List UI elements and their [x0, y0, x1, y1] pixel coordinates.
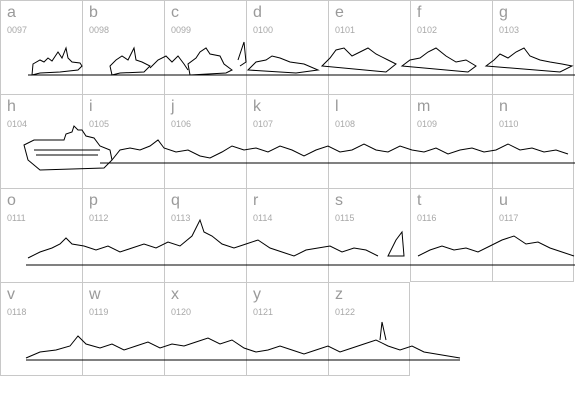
glyph-letter: i: [89, 98, 93, 115]
glyph-letter: a: [7, 4, 16, 21]
glyph-cell-q: q 0113: [164, 188, 246, 282]
glyph-code: 0099: [171, 25, 192, 35]
glyph-cell-g: g 0103: [492, 0, 574, 94]
glyph-letter: x: [171, 286, 179, 303]
glyph-code: 0121: [253, 307, 274, 317]
glyph-letter: s: [335, 192, 343, 209]
glyph-letter: f: [417, 4, 422, 21]
glyph-cell-b: b 0098: [82, 0, 164, 94]
glyph-code: 0098: [89, 25, 110, 35]
glyph-cell-z: z 0122: [328, 282, 410, 376]
glyph-code: 0106: [171, 119, 192, 129]
glyph-cell-p: p 0112: [82, 188, 164, 282]
glyph-letter: w: [89, 286, 101, 303]
glyph-cell-y: y 0121: [246, 282, 328, 376]
glyph-code: 0122: [335, 307, 356, 317]
glyph-cell-v: v 0118: [0, 282, 82, 376]
glyph-code: 0117: [499, 213, 519, 223]
glyph-cell-t: t 0116: [410, 188, 492, 282]
glyph-letter: m: [417, 98, 431, 115]
glyph-code: 0118: [7, 307, 27, 317]
glyph-letter: l: [335, 98, 339, 115]
glyph-code: 0097: [7, 25, 28, 35]
glyph-letter: v: [7, 286, 15, 303]
glyph-cell-j: j 0106: [164, 94, 246, 188]
glyph-letter: n: [499, 98, 508, 115]
glyph-cell-m: m 0109: [410, 94, 492, 188]
glyph-code: 0113: [171, 213, 191, 223]
glyph-code: 0111: [7, 213, 26, 223]
glyph-cell-i: i 0105: [82, 94, 164, 188]
glyph-code: 0114: [253, 213, 273, 223]
glyph-cell-l: l 0108: [328, 94, 410, 188]
glyph-code: 0120: [171, 307, 192, 317]
glyph-letter: r: [253, 192, 259, 209]
glyph-letter: e: [335, 4, 344, 21]
glyph-letter: g: [499, 4, 508, 21]
glyph-cell-r: r 0114: [246, 188, 328, 282]
glyph-letter: z: [335, 286, 343, 303]
glyph-cell-e: e 0101: [328, 0, 410, 94]
glyph-letter: j: [171, 98, 175, 115]
glyph-cell-w: w 0119: [82, 282, 164, 376]
glyph-letter: c: [171, 4, 179, 21]
glyph-cell-n: n 0110: [492, 94, 574, 188]
glyph-letter: b: [89, 4, 98, 21]
glyph-code: 0119: [89, 307, 109, 317]
glyph-code: 0105: [89, 119, 110, 129]
glyph-letter: u: [499, 192, 508, 209]
glyph-cell-k: k 0107: [246, 94, 328, 188]
glyph-cell-c: c 0099: [164, 0, 246, 94]
glyph-letter: q: [171, 192, 180, 209]
glyph-code: 0109: [417, 119, 438, 129]
glyph-cell-x: x 0120: [164, 282, 246, 376]
glyph-cell-s: s 0115: [328, 188, 410, 282]
glyph-code: 0104: [7, 119, 28, 129]
glyph-code: 0110: [499, 119, 519, 129]
glyph-letter: y: [253, 286, 261, 303]
glyph-cell-h: h 0104: [0, 94, 82, 188]
glyph-cell-u: u 0117: [492, 188, 574, 282]
glyph-cell-o: o 0111: [0, 188, 82, 282]
glyph-letter: d: [253, 4, 262, 21]
glyph-letter: o: [7, 192, 16, 209]
glyph-code: 0112: [89, 213, 109, 223]
glyph-letter: t: [417, 192, 422, 209]
glyph-letter: k: [253, 98, 261, 115]
glyph-code: 0107: [253, 119, 274, 129]
glyph-code: 0115: [335, 213, 355, 223]
glyph-code: 0100: [253, 25, 274, 35]
glyph-cell-f: f 0102: [410, 0, 492, 94]
glyph-code: 0116: [417, 213, 437, 223]
glyph-cell-a: a 0097: [0, 0, 82, 94]
glyph-letter: p: [89, 192, 98, 209]
glyph-code: 0103: [499, 25, 520, 35]
glyph-letter: h: [7, 98, 16, 115]
glyph-code: 0108: [335, 119, 356, 129]
glyph-code: 0101: [335, 25, 356, 35]
glyph-code: 0102: [417, 25, 438, 35]
glyph-cell-d: d 0100: [246, 0, 328, 94]
